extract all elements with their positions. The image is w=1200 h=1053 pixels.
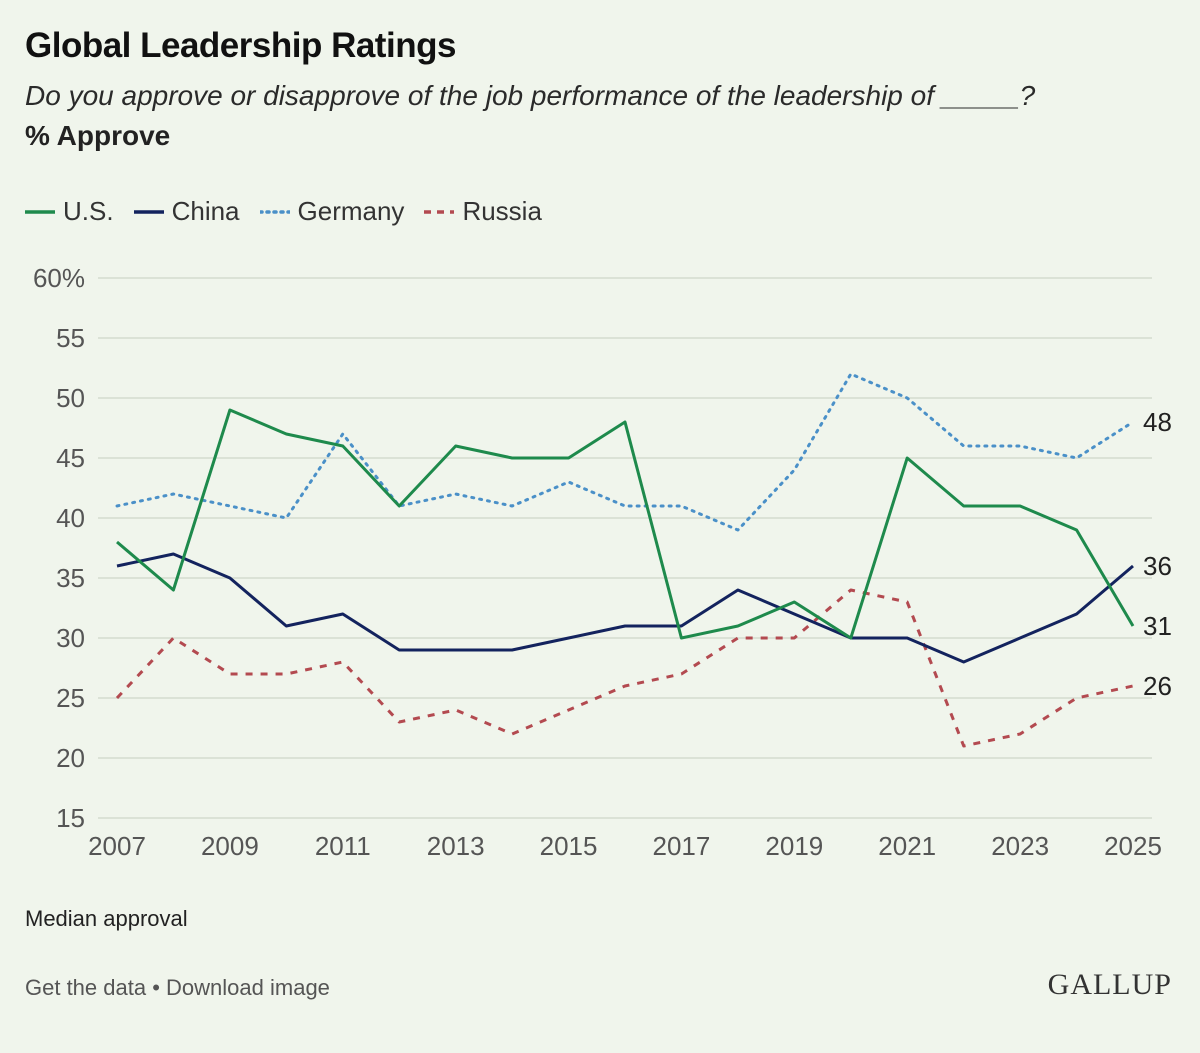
end-value-label: 26 xyxy=(1143,671,1172,701)
footer-links: Get the data • Download image xyxy=(25,975,330,1001)
legend: U.S. China Germany Russia xyxy=(25,196,562,227)
y-tick-label: 25 xyxy=(56,683,85,713)
y-tick-label: 30 xyxy=(56,623,85,653)
series-line-china xyxy=(116,552,1134,664)
x-tick-label: 2015 xyxy=(540,831,598,861)
legend-item-germany: Germany xyxy=(259,196,405,227)
x-tick-label: 2013 xyxy=(427,831,485,861)
end-value-label: 31 xyxy=(1143,611,1172,641)
end-value-label: 36 xyxy=(1143,551,1172,581)
chart-title: Global Leadership Ratings xyxy=(25,26,456,65)
legend-swatch-germany xyxy=(259,209,290,214)
x-tick-label: 2019 xyxy=(765,831,823,861)
x-tick-label: 2011 xyxy=(315,831,371,861)
y-tick-label: 60% xyxy=(33,263,85,293)
y-tick-label: 45 xyxy=(56,443,85,473)
legend-item-china: China xyxy=(133,196,240,227)
chart-subtitle: Do you approve or disapprove of the job … xyxy=(25,80,1036,111)
legend-item-russia: Russia xyxy=(424,196,542,227)
x-tick-label: 2009 xyxy=(201,831,259,861)
legend-label-china: China xyxy=(171,196,240,226)
legend-item-us: U.S. xyxy=(25,196,114,227)
gallup-logo: GALLUP xyxy=(1047,968,1172,1001)
end-value-label: 48 xyxy=(1143,407,1172,437)
legend-label-us: U.S. xyxy=(63,196,114,226)
link-separator: • xyxy=(152,975,160,1000)
y-tick-label: 20 xyxy=(56,743,85,773)
series-line-germany xyxy=(115,372,1135,532)
legend-swatch-china xyxy=(133,209,164,214)
series-line-russia xyxy=(115,588,1134,748)
y-tick-label: 55 xyxy=(56,323,85,353)
legend-swatch-russia xyxy=(424,209,455,214)
legend-label-russia: Russia xyxy=(462,196,542,226)
y-tick-label: 15 xyxy=(56,803,85,833)
legend-label-germany: Germany xyxy=(297,196,405,226)
legend-swatch-us xyxy=(25,209,55,214)
x-tick-label: 2017 xyxy=(653,831,711,861)
get-data-link[interactable]: Get the data xyxy=(25,975,147,1000)
x-tick-label: 2007 xyxy=(88,831,146,861)
y-tick-label: 40 xyxy=(56,503,85,533)
series-line-us xyxy=(116,408,1135,640)
footnote: Median approval xyxy=(25,906,188,931)
x-tick-label: 2021 xyxy=(878,831,936,861)
x-tick-label: 2025 xyxy=(1104,831,1162,861)
y-tick-label: 50 xyxy=(56,383,85,413)
y-tick-label: 35 xyxy=(56,563,85,593)
download-image-link[interactable]: Download image xyxy=(166,975,330,1000)
measure-label: % Approve xyxy=(25,120,171,151)
x-tick-label: 2023 xyxy=(991,831,1049,861)
